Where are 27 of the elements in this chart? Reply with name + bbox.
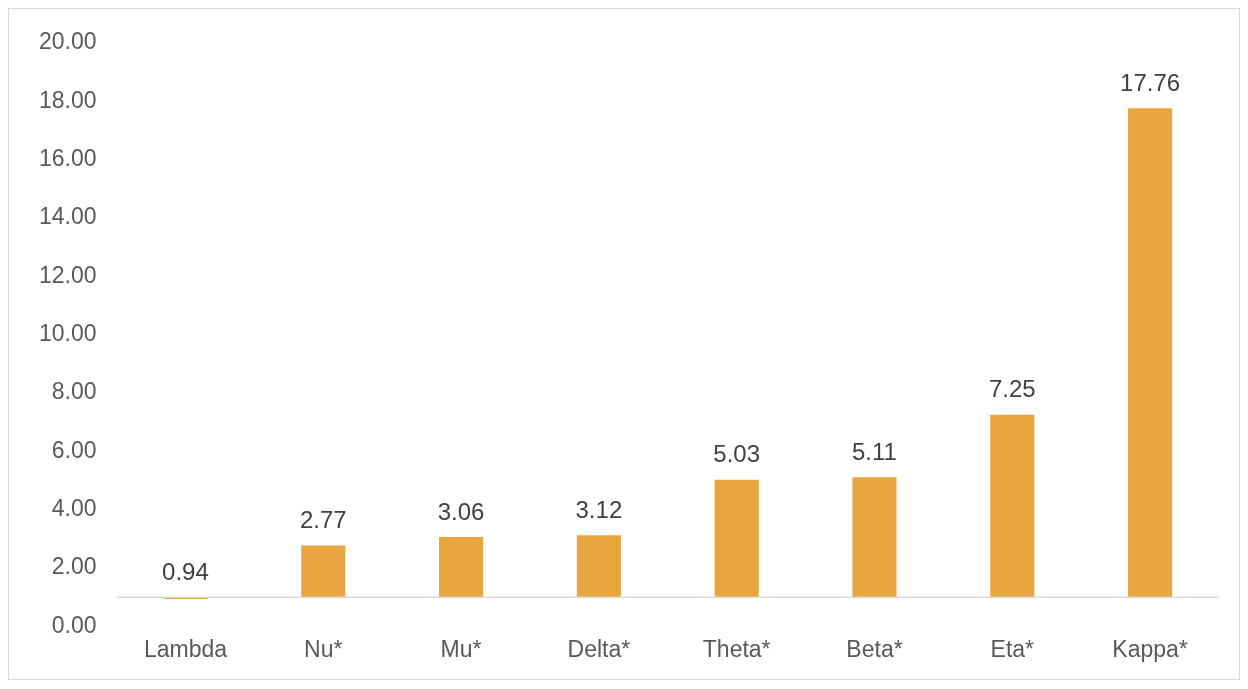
x-tick-label: Theta*	[702, 635, 771, 662]
data-label: 17.76	[1120, 68, 1181, 96]
y-tick-label: 6.00	[51, 436, 97, 463]
x-tick-label: Beta*	[846, 635, 903, 662]
data-label: 0.94	[162, 557, 209, 585]
y-tick-label: 20.00	[38, 28, 97, 55]
x-tick-label: Kappa*	[1112, 635, 1188, 662]
y-tick-label: 14.00	[38, 203, 97, 230]
y-tick-label: 12.00	[38, 261, 97, 288]
data-label: 5.11	[852, 437, 897, 465]
y-tick-label: 8.00	[51, 378, 97, 405]
y-tick-label: 0.00	[51, 611, 97, 638]
y-tick-label: 4.00	[51, 495, 97, 522]
x-tick-label: Delta*	[567, 635, 631, 662]
x-tick-label: Mu*	[440, 635, 482, 662]
x-tick-label: Eta*	[990, 635, 1035, 662]
x-tick-label: Lambda	[143, 635, 228, 662]
data-label: 7.25	[988, 375, 1036, 403]
data-label: 5.03	[713, 440, 761, 468]
y-tick-label: 10.00	[38, 319, 97, 346]
y-tick-label: 18.00	[38, 86, 97, 113]
y-tick-label: 2.00	[51, 553, 97, 580]
y-tick-label: 16.00	[38, 144, 97, 171]
data-label: 2.77	[299, 506, 347, 534]
x-tick-label: Nu*	[304, 635, 343, 662]
data-label: 3.06	[437, 497, 485, 525]
data-label: 3.12	[575, 495, 623, 523]
